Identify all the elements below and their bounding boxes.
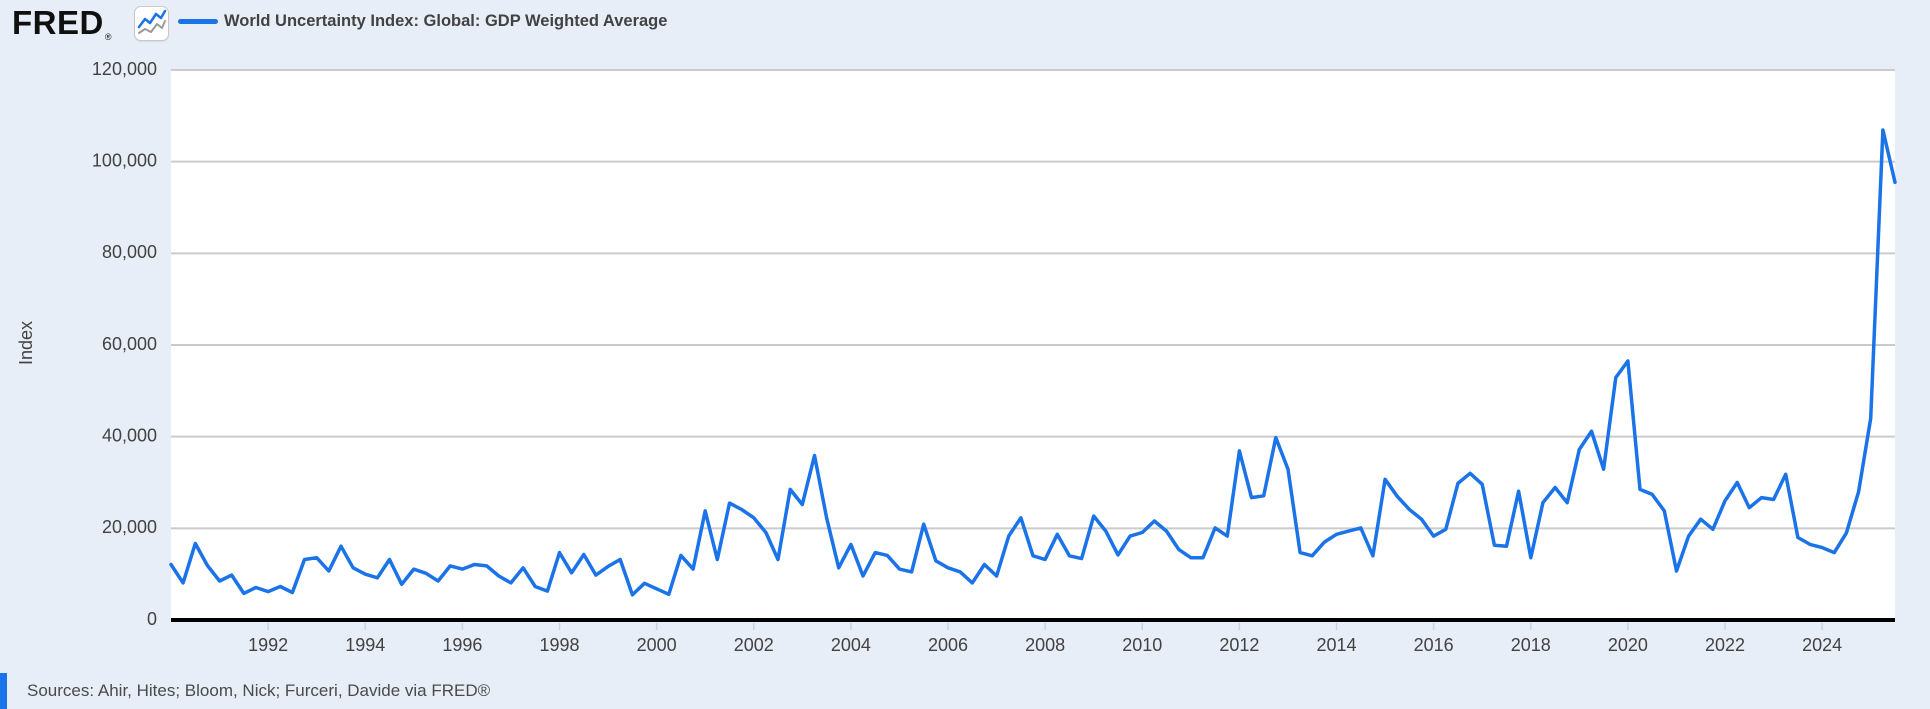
x-tick-label: 2020 bbox=[1608, 635, 1648, 655]
x-tick-label: 2004 bbox=[831, 635, 871, 655]
registered-trademark: ® bbox=[104, 32, 112, 42]
y-tick-label: 60,000 bbox=[102, 334, 157, 354]
x-tick-label: 2012 bbox=[1219, 635, 1259, 655]
header: FRED® World Uncertainty Index: Global: G… bbox=[0, 0, 1930, 48]
x-tick-label: 2018 bbox=[1511, 635, 1551, 655]
x-tick-label: 2016 bbox=[1414, 635, 1454, 655]
x-tick-label: 1996 bbox=[442, 635, 482, 655]
x-tick-label: 1994 bbox=[345, 635, 385, 655]
x-tick-label: 1998 bbox=[539, 635, 579, 655]
data-line-series bbox=[169, 128, 1897, 597]
line-chart-icon-button[interactable] bbox=[134, 6, 169, 41]
y-tick-label: 120,000 bbox=[92, 59, 157, 79]
x-tick-label: 1992 bbox=[248, 635, 288, 655]
x-tick-label: 2008 bbox=[1025, 635, 1065, 655]
bottom-left-accent-strip bbox=[0, 673, 7, 709]
x-axis-line bbox=[171, 618, 1895, 622]
x-tick-label: 2014 bbox=[1316, 635, 1356, 655]
y-tick-label: 20,000 bbox=[102, 517, 157, 537]
line-chart-icon bbox=[137, 9, 167, 34]
fred-logo-text: FRED bbox=[12, 4, 104, 41]
fred-logo[interactable]: FRED® bbox=[12, 4, 111, 42]
y-tick-label: 0 bbox=[147, 609, 157, 629]
sources-note: Sources: Ahir, Hites; Bloom, Nick; Furce… bbox=[27, 681, 491, 700]
x-tick-label: 2006 bbox=[928, 635, 968, 655]
y-tick-label: 40,000 bbox=[102, 425, 157, 445]
x-tick-label: 2010 bbox=[1122, 635, 1162, 655]
x-tick-label: 2002 bbox=[734, 635, 774, 655]
legend-line-swatch bbox=[178, 19, 218, 24]
y-axis-title: Index bbox=[16, 321, 36, 365]
legend-series-label: World Uncertainty Index: Global: GDP Wei… bbox=[224, 12, 668, 30]
x-tick-label: 2000 bbox=[637, 635, 677, 655]
y-tick-label: 100,000 bbox=[92, 150, 157, 170]
x-tick-label: 2022 bbox=[1705, 635, 1745, 655]
x-tick-label: 2024 bbox=[1802, 635, 1842, 655]
y-tick-label: 80,000 bbox=[102, 242, 157, 262]
